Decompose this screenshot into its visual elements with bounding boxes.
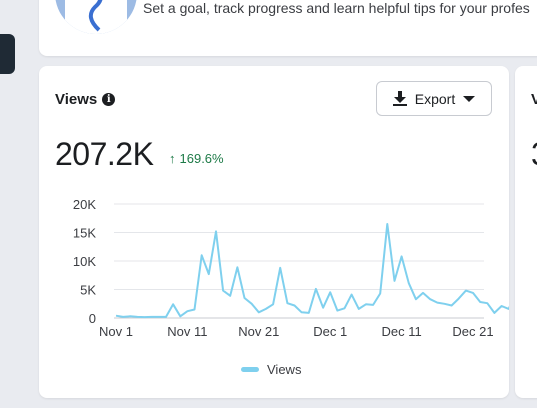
y-tick-label: 20K	[73, 197, 96, 212]
goal-illustration-icon	[55, 0, 137, 34]
views-series-line[interactable]	[115, 223, 509, 319]
views-total: 207.2K	[55, 136, 154, 172]
next-card-partial: V 3	[515, 66, 537, 398]
views-change: ↑ 169.6%	[169, 151, 224, 166]
goal-banner-card: Set a goal, track progress and learn hel…	[39, 0, 537, 56]
x-tick-label: Dec 11	[381, 324, 421, 339]
legend-label: Views	[267, 362, 302, 377]
y-tick-label: 15K	[73, 226, 96, 241]
x-tick-label: Nov 11	[167, 324, 207, 339]
y-tick-label: 5K	[80, 283, 96, 298]
legend-swatch	[241, 367, 259, 372]
export-label: Export	[414, 90, 456, 107]
sidebar-collapse-tab[interactable]	[0, 34, 15, 74]
info-icon[interactable]: i	[102, 93, 116, 106]
next-card-value: 3	[531, 136, 537, 173]
arrow-up-icon: ↑	[169, 151, 176, 166]
y-tick-label: 0	[89, 311, 96, 326]
views-title: Views i	[55, 91, 116, 108]
x-tick-label: Dec 1	[313, 324, 347, 339]
x-tick-label: Nov 21	[238, 324, 279, 339]
caret-down-icon	[463, 95, 476, 102]
export-button[interactable]: Export	[376, 81, 492, 116]
views-line-chart: 0 5K 10K 15K 20K Nov 1 Nov 11 Nov 21 Dec 1 Dec 11…	[73, 197, 509, 339]
next-card-title: V	[531, 91, 537, 108]
x-tick-label: Dec 21	[452, 324, 493, 339]
chart-legend[interactable]: Views	[241, 362, 301, 377]
x-tick-label: Nov 1	[99, 324, 133, 339]
goal-banner-text: Set a goal, track progress and learn hel…	[143, 0, 530, 16]
y-tick-label: 10K	[73, 254, 96, 269]
download-icon	[392, 91, 407, 106]
views-card: Views i Export 207.2K ↑ 169.6% 0 5K 10K 15K…	[39, 66, 509, 398]
views-change-value: 169.6%	[179, 151, 224, 166]
views-title-text: Views	[55, 91, 98, 108]
